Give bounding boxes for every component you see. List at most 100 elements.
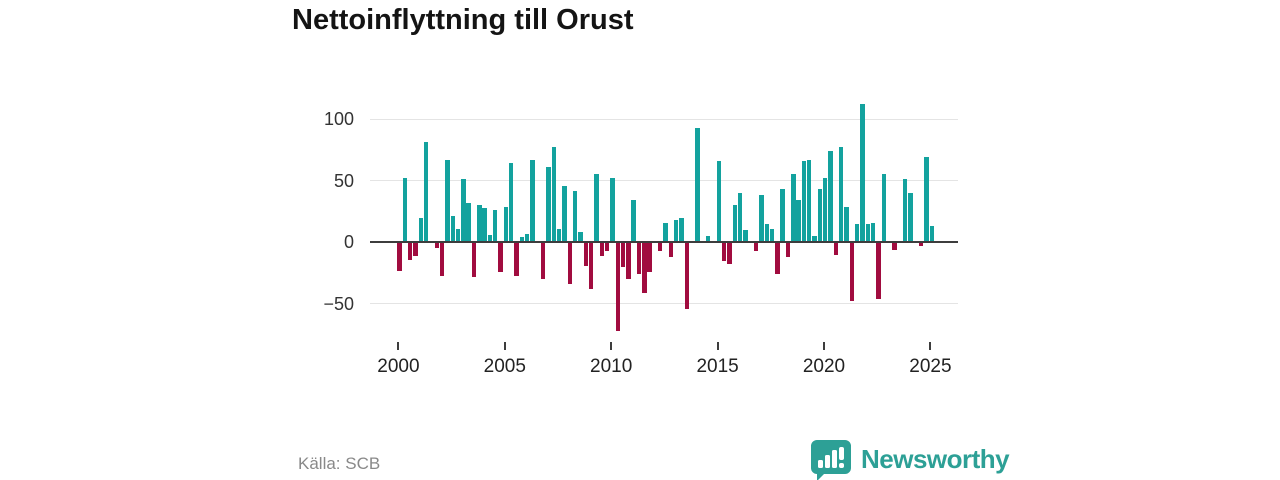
- bar-negative: [668, 242, 674, 258]
- x-axis-tick-label: 2020: [802, 356, 846, 377]
- bar-positive: [812, 236, 817, 243]
- bar-negative: [397, 242, 402, 271]
- y-axis-tick-label: −50: [323, 293, 354, 314]
- bar-positive: [854, 223, 860, 243]
- bar-positive: [828, 151, 833, 243]
- bar-positive: [493, 210, 498, 243]
- bar-positive: [572, 190, 578, 243]
- bar-negative: [892, 242, 897, 250]
- bar-positive: [402, 178, 407, 243]
- x-axis-tick-mark: [610, 342, 613, 350]
- x-axis-tick-mark: [823, 342, 825, 350]
- bar-negative: [642, 242, 647, 293]
- bar-positive: [445, 159, 450, 243]
- bar-negative: [785, 242, 791, 258]
- y-gridline: [370, 303, 958, 305]
- bar-negative: [599, 242, 604, 256]
- bar-positive: [578, 232, 583, 243]
- x-axis-tick-label: 2025: [909, 356, 952, 377]
- bar-negative: [684, 242, 690, 309]
- bar-positive: [759, 195, 764, 243]
- bar-positive: [881, 174, 886, 243]
- bar-positive: [870, 222, 876, 243]
- bar-negative: [604, 242, 610, 251]
- bar-positive: [519, 237, 525, 243]
- bar-positive: [737, 192, 743, 243]
- bar-negative: [636, 242, 642, 275]
- bar-negative: [439, 242, 445, 276]
- bar-positive: [929, 226, 934, 243]
- x-axis-zero-line: [370, 241, 958, 244]
- bar-positive: [546, 167, 551, 243]
- x-axis-tick-mark: [716, 342, 719, 350]
- bar-positive: [839, 147, 844, 243]
- y-axis-tick-label: 50: [333, 170, 354, 191]
- chart-title: Nettoinflyttning till Orust: [292, 4, 634, 36]
- bar-positive: [716, 160, 721, 243]
- bar-negative: [498, 242, 503, 272]
- bar-positive: [705, 236, 711, 243]
- bar-negative: [721, 242, 727, 261]
- bar-positive: [556, 228, 562, 243]
- bar-positive: [525, 233, 530, 243]
- bar-positive: [562, 185, 567, 243]
- bar-positive: [450, 216, 455, 243]
- bar-positive: [801, 160, 807, 243]
- bar-negative: [583, 242, 588, 266]
- bar-positive: [908, 192, 913, 243]
- bar-negative: [471, 242, 477, 277]
- bar-negative: [413, 242, 418, 256]
- bar-positive: [455, 228, 461, 243]
- x-axis-tick-label: 2015: [696, 356, 739, 377]
- x-axis-tick-mark: [503, 342, 506, 350]
- y-axis-tick-label: 100: [323, 109, 354, 129]
- newsworthy-logo: Newsworthy: [810, 439, 1010, 480]
- bar-positive: [551, 147, 557, 243]
- bar-negative: [833, 242, 839, 255]
- bar-positive: [631, 200, 636, 243]
- y-gridline: [370, 118, 958, 120]
- bar-negative: [434, 242, 439, 249]
- bar-positive: [807, 159, 812, 243]
- bar-positive: [844, 206, 849, 243]
- bar-positive: [461, 179, 466, 243]
- newsworthy-logo-icon: [811, 440, 851, 480]
- bar-negative: [615, 242, 620, 332]
- bar-negative: [407, 242, 413, 260]
- bar-negative: [620, 242, 626, 267]
- bar-negative: [514, 242, 519, 276]
- x-axis-tick-label: 2005: [483, 356, 526, 377]
- bar-positive: [732, 205, 737, 243]
- bar-positive: [679, 217, 684, 243]
- bar-negative: [753, 242, 759, 251]
- bar-positive: [924, 157, 929, 243]
- bar-positive: [860, 104, 865, 243]
- bar-positive: [487, 234, 493, 243]
- bar-positive: [466, 202, 471, 243]
- bar-negative: [876, 242, 881, 299]
- bar-positive: [418, 217, 423, 243]
- bar-negative: [849, 242, 855, 302]
- bar-negative: [727, 242, 732, 265]
- bar-positive: [594, 174, 599, 243]
- bar-positive: [865, 223, 871, 243]
- bar-positive: [423, 142, 429, 243]
- bar-positive: [764, 223, 769, 243]
- bar-negative: [647, 242, 652, 272]
- bar-negative: [775, 242, 780, 275]
- bar-negative: [918, 242, 924, 246]
- bar-negative: [540, 242, 546, 280]
- bar-positive: [663, 222, 668, 243]
- bar-negative: [567, 242, 572, 285]
- y-gridline: [370, 180, 958, 182]
- bar-positive: [509, 163, 514, 243]
- source-note: Källa: SCB: [298, 454, 381, 473]
- bar-positive: [530, 159, 535, 243]
- newsworthy-wordmark: Newsworthy: [861, 444, 1010, 474]
- x-axis-tick-mark: [929, 342, 932, 350]
- x-axis-tick-mark: [397, 342, 400, 350]
- bar-positive: [769, 228, 775, 243]
- bar-positive: [674, 220, 679, 243]
- bar-positive: [817, 189, 823, 243]
- y-axis-tick-label: 0: [343, 232, 354, 253]
